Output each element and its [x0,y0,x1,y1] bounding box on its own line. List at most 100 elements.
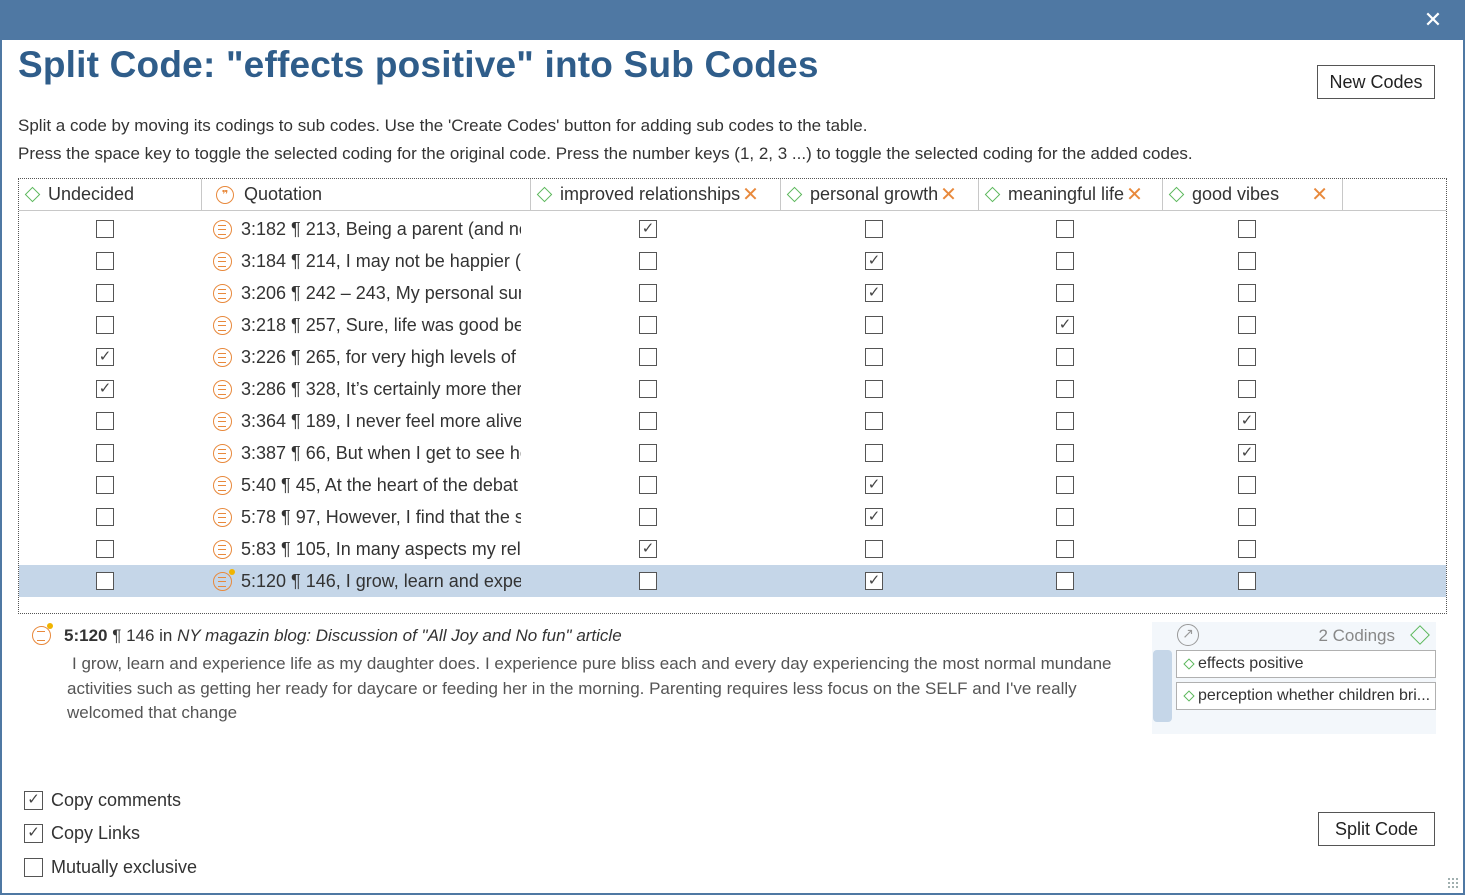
mutually-exclusive-option[interactable]: Mutually exclusive [24,857,197,878]
remove-column-icon[interactable]: ✕ [1126,184,1143,206]
table-row[interactable]: 3:182 ¶ 213, Being a parent (and nc ✓ [19,213,1446,245]
improved-relationships-checkbox[interactable] [639,444,657,462]
mutually-exclusive-checkbox[interactable] [24,858,43,877]
meaningful-life-checkbox[interactable] [1056,572,1074,590]
undecided-checkbox[interactable]: ✓ [96,380,114,398]
good-vibes-checkbox[interactable] [1238,540,1256,558]
undecided-checkbox[interactable] [96,444,114,462]
undecided-checkbox[interactable] [96,412,114,430]
personal-growth-checkbox[interactable] [865,348,883,366]
improved-relationships-checkbox[interactable] [639,508,657,526]
personal-growth-checkbox[interactable] [865,412,883,430]
table-row[interactable]: 5:83 ¶ 105, In many aspects my rela ✓ [19,533,1446,565]
remove-column-icon[interactable]: ✕ [742,184,759,206]
improved-relationships-checkbox[interactable] [639,252,657,270]
improved-relationships-checkbox[interactable] [639,476,657,494]
meaningful-life-checkbox[interactable] [1056,220,1074,238]
personal-growth-checkbox[interactable] [865,444,883,462]
personal-growth-checkbox[interactable]: ✓ [865,252,883,270]
good-vibes-checkbox[interactable] [1238,380,1256,398]
improved-relationships-checkbox[interactable] [639,284,657,302]
undecided-checkbox[interactable] [96,252,114,270]
meaningful-life-checkbox[interactable] [1056,348,1074,366]
table-row[interactable]: 5:40 ¶ 45, At the heart of the debat ✓ [19,469,1446,501]
copy-links-checkbox[interactable]: ✓ [24,824,43,843]
preview-text: I grow, learn and experience life as my … [67,654,1112,722]
good-vibes-checkbox[interactable]: ✓ [1238,412,1256,430]
undecided-checkbox[interactable]: ✓ [96,348,114,366]
split-code-button[interactable]: Split Code [1318,812,1435,846]
table-row[interactable]: 3:364 ¶ 189, I never feel more alive ✓ [19,405,1446,437]
column-header-undecided[interactable]: Undecided [19,179,202,211]
good-vibes-checkbox[interactable] [1238,220,1256,238]
column-header-improved-relationships[interactable]: improved relationships ✕ [531,179,781,211]
improved-relationships-checkbox[interactable] [639,348,657,366]
column-header-quotation[interactable]: ❞ Quotation [202,179,531,211]
good-vibes-checkbox[interactable] [1238,508,1256,526]
table-row[interactable]: 3:184 ¶ 214, I may not be happier (✓ [19,245,1446,277]
meaningful-life-checkbox[interactable] [1056,540,1074,558]
good-vibes-checkbox[interactable] [1238,476,1256,494]
copy-links-option[interactable]: ✓ Copy Links [24,823,140,844]
undecided-checkbox[interactable] [96,540,114,558]
new-codes-button[interactable]: New Codes [1317,65,1435,99]
coding-chip-perception[interactable]: perception whether children bri... [1176,682,1436,710]
table-row[interactable]: ✓ 3:226 ¶ 265, for very high levels of [19,341,1446,373]
personal-growth-checkbox[interactable] [865,316,883,334]
remove-column-icon[interactable]: ✕ [1311,184,1328,206]
personal-growth-checkbox[interactable] [865,380,883,398]
meaningful-life-checkbox[interactable]: ✓ [1056,316,1074,334]
copy-comments-option[interactable]: ✓ Copy comments [24,790,181,811]
improved-relationships-checkbox[interactable] [639,412,657,430]
undecided-checkbox[interactable] [96,220,114,238]
copy-comments-checkbox[interactable]: ✓ [24,791,43,810]
meaningful-life-checkbox[interactable] [1056,380,1074,398]
undecided-checkbox[interactable] [96,284,114,302]
table-row[interactable]: 3:387 ¶ 66, But when I get to see hc ✓ [19,437,1446,469]
good-vibes-checkbox[interactable] [1238,348,1256,366]
column-header-good-vibes[interactable]: good vibes ✕ [1163,179,1343,211]
undecided-checkbox[interactable] [96,572,114,590]
improved-relationships-checkbox[interactable] [639,316,657,334]
link-arrow-icon[interactable]: ↗ [1177,624,1199,646]
meaningful-life-checkbox[interactable] [1056,252,1074,270]
preview-document[interactable]: NY magazin blog: Discussion of "All Joy … [177,626,622,645]
improved-relationships-checkbox[interactable] [639,572,657,590]
improved-relationships-checkbox[interactable]: ✓ [639,540,657,558]
personal-growth-checkbox[interactable]: ✓ [865,476,883,494]
column-header-personal-growth[interactable]: personal growth ✕ [781,179,979,211]
improved-relationships-checkbox[interactable]: ✓ [639,220,657,238]
remove-column-icon[interactable]: ✕ [940,184,957,206]
table-row[interactable]: 5:78 ¶ 97, However, I find that the s ✓ [19,501,1446,533]
meaningful-life-checkbox[interactable] [1056,508,1074,526]
good-vibes-checkbox[interactable] [1238,316,1256,334]
good-vibes-checkbox[interactable] [1238,572,1256,590]
good-vibes-checkbox[interactable]: ✓ [1238,444,1256,462]
column-header-meaningful-life[interactable]: meaningful life ✕ [979,179,1163,211]
good-vibes-checkbox[interactable] [1238,284,1256,302]
personal-growth-checkbox[interactable] [865,540,883,558]
close-icon[interactable]: ✕ [1423,7,1443,32]
undecided-checkbox[interactable] [96,508,114,526]
table-row[interactable]: 5:120 ¶ 146, I grow, learn and expe ✓ [19,565,1446,597]
undecided-checkbox[interactable] [96,316,114,334]
meaningful-life-checkbox[interactable] [1056,412,1074,430]
quotation-icon [213,412,232,431]
personal-growth-checkbox[interactable]: ✓ [865,508,883,526]
good-vibes-checkbox[interactable] [1238,252,1256,270]
undecided-checkbox[interactable] [96,476,114,494]
quotation-text: 3:226 ¶ 265, for very high levels of [241,347,516,367]
meaningful-life-checkbox[interactable] [1056,444,1074,462]
improved-relationships-checkbox[interactable] [639,380,657,398]
personal-growth-checkbox[interactable]: ✓ [865,284,883,302]
table-row[interactable]: 3:218 ¶ 257, Sure, life was good be ✓ [19,309,1446,341]
codings-bracket [1153,650,1172,722]
table-row[interactable]: ✓ 3:286 ¶ 328, It’s certainly more ther [19,373,1446,405]
resize-grip-icon[interactable] [1447,877,1459,889]
personal-growth-checkbox[interactable] [865,220,883,238]
table-row[interactable]: 3:206 ¶ 242 – 243, My personal sun ✓ [19,277,1446,309]
meaningful-life-checkbox[interactable] [1056,284,1074,302]
personal-growth-checkbox[interactable]: ✓ [865,572,883,590]
meaningful-life-checkbox[interactable] [1056,476,1074,494]
coding-chip-effects-positive[interactable]: effects positive [1176,650,1436,678]
